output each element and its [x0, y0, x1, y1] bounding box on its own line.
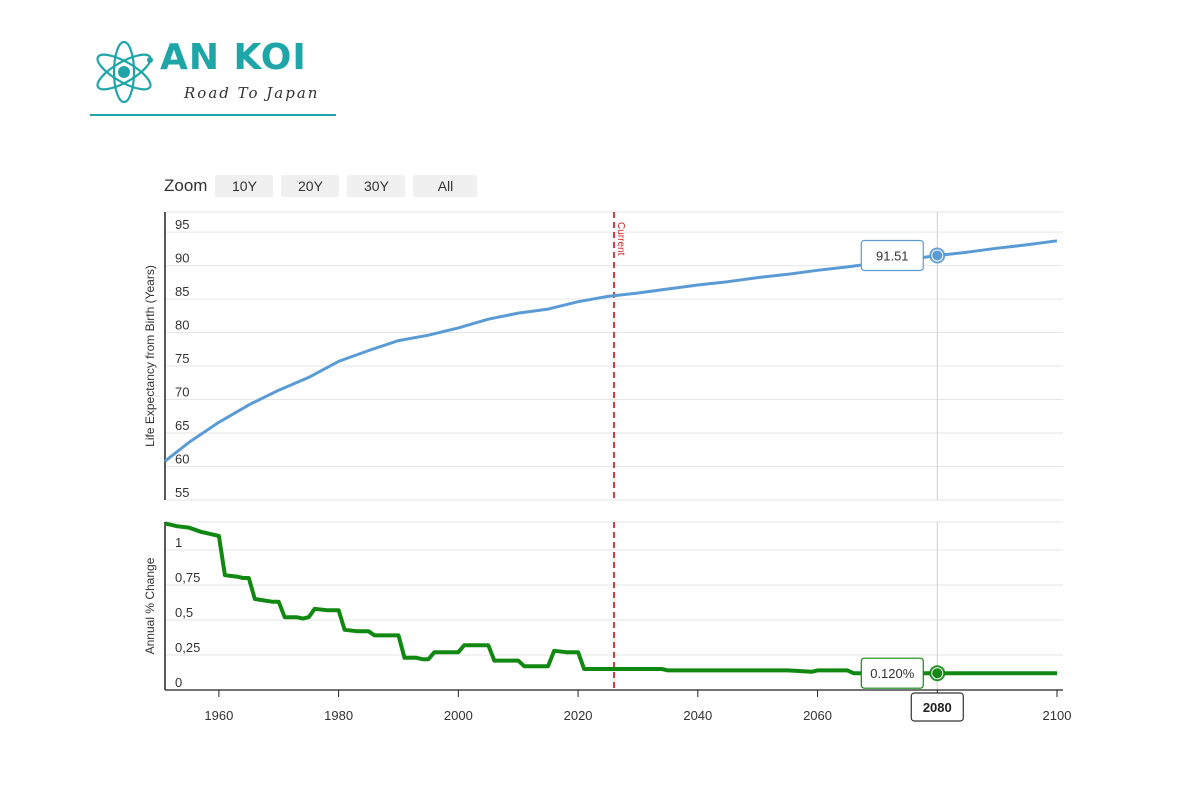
- zoom-all-button[interactable]: All: [413, 175, 478, 197]
- x-tick-label: 2100: [1043, 708, 1072, 723]
- change-ytick-label: 0: [175, 675, 182, 690]
- life-ytick-label: 85: [175, 284, 189, 299]
- x-tick-label: 2040: [683, 708, 712, 723]
- x-tick-label: 1960: [204, 708, 233, 723]
- life-ytick-label: 90: [175, 251, 189, 266]
- change-ytick-label: 0,75: [175, 570, 200, 585]
- life-ytick-label: 95: [175, 217, 189, 232]
- change-ylabel: Annual % Change: [143, 557, 157, 654]
- brand-tagline: Road To Japan: [184, 84, 320, 102]
- life-ytick-label: 70: [175, 385, 189, 400]
- zoom-20y-button[interactable]: 20Y: [281, 175, 340, 197]
- life-expectancy-line: [164, 239, 1058, 463]
- zoom-30y-button[interactable]: 30Y: [347, 175, 406, 197]
- brand-underline: [90, 114, 336, 116]
- current-label: Current: [615, 222, 626, 256]
- change-highlight-point: [932, 668, 943, 679]
- life-ytick-label: 75: [175, 351, 189, 366]
- life-ytick-label: 55: [175, 485, 189, 500]
- atom-icon: [96, 40, 153, 104]
- annual-change-line: [164, 521, 1057, 676]
- brand-name: AN KOI: [160, 37, 307, 78]
- change-ytick-label: 0,25: [175, 640, 200, 655]
- change-ytick-label: 0,5: [175, 605, 193, 620]
- x-tick-label: 2000: [444, 708, 473, 723]
- x-tick-label: 2060: [803, 708, 832, 723]
- life-tooltip-value: 91.51: [876, 248, 909, 263]
- x-tick-label: 2020: [564, 708, 593, 723]
- life-tooltip-box: [860, 239, 924, 272]
- zoom-label: Zoom: [164, 176, 208, 195]
- life-highlight-point: [932, 250, 943, 261]
- brand-logo: AN KOI Road To Japan: [88, 34, 338, 118]
- zoom-bar: Zoom 10Y 20Y 30Y All: [164, 174, 485, 198]
- change-tooltip-box: [860, 657, 924, 689]
- change-ytick-label: 1: [175, 535, 182, 550]
- life-ytick-label: 65: [175, 418, 189, 433]
- life-ylabel: Life Expectancy from Birth (Years): [143, 265, 157, 447]
- x-tick-label: 1980: [324, 708, 353, 723]
- x-highlight-label: 2080: [923, 700, 952, 715]
- life-ytick-label: 80: [175, 318, 189, 333]
- zoom-10y-button[interactable]: 10Y: [215, 175, 274, 197]
- change-tooltip-value: 0.120%: [870, 666, 915, 681]
- x-highlight-box: [910, 692, 964, 722]
- life-ytick-label: 60: [175, 452, 189, 467]
